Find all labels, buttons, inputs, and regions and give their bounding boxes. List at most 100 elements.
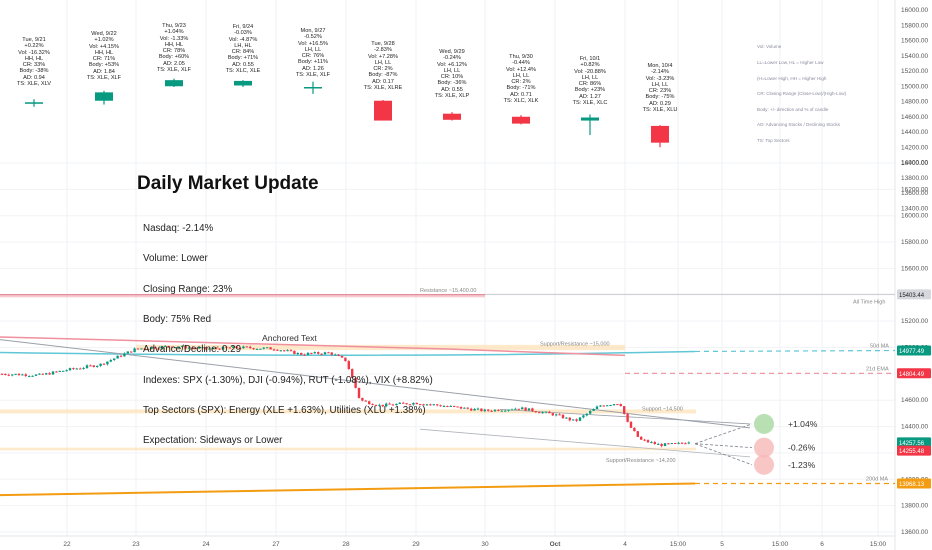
y-tick-label: 14400.00: [901, 129, 928, 136]
daily-card-line: TS: XLE, XLC: [572, 100, 608, 107]
daily-card-line: TS: XLE, XLP: [434, 93, 470, 100]
y-tick-label: 16400.00: [901, 160, 928, 167]
intraday-candle: [327, 352, 330, 354]
intraday-candle: [17, 373, 21, 376]
price-label-bg: [897, 437, 931, 448]
daily-card-line: Thu, 9/23: [162, 23, 186, 29]
x-tick-label: 29: [412, 541, 420, 548]
intraday-candle: [374, 404, 378, 406]
intraday-candle: [208, 348, 211, 350]
intraday-candle: [85, 365, 89, 368]
summary-line: Expectation: Sideways or Lower: [143, 435, 283, 447]
intraday-candle: [289, 350, 293, 352]
intraday-candle: [429, 404, 432, 406]
price-label: 15403.44: [899, 293, 925, 299]
intraday-candle: [347, 361, 350, 370]
ma200-label: 200d MA: [866, 477, 888, 483]
intraday-candle: [252, 348, 255, 350]
daily-card-line: Body: -75%: [645, 94, 675, 101]
intraday-candle: [466, 407, 469, 409]
x-tick-label: 22: [63, 541, 71, 548]
daily-card-line: CR: 2%: [511, 79, 531, 86]
daily-card-line: Tue, 9/21: [22, 37, 46, 43]
daily-card: Thu, 9/23 +1.04% Vol: -1.33% HH, HL CR: 78% B…: [144, 23, 204, 73]
intraday-candle: [242, 346, 245, 349]
intraday-candle: [473, 408, 476, 411]
intraday-candle: [578, 417, 582, 421]
daily-card-line: AD: 0.71: [510, 91, 532, 98]
chart-title: Daily Market Update: [137, 173, 319, 194]
price-label-bg: [897, 478, 931, 489]
intraday-candle: [595, 406, 599, 409]
intraday-candle: [470, 408, 473, 411]
intraday-candle: [313, 352, 316, 354]
daily-card-line: TS: XLE, XLRE: [363, 85, 403, 92]
daily-card-line: TS: XLE, XLF: [86, 75, 122, 82]
intraday-candle: [643, 439, 646, 441]
intraday-candle: [140, 348, 143, 350]
y-tick-label: 14600.00: [901, 114, 928, 121]
intraday-candle: [174, 347, 177, 349]
daily-card-line: LH, LL: [512, 72, 530, 79]
daily-card-line: -2.83%: [374, 47, 392, 54]
intraday-candle: [62, 370, 65, 372]
daily-card-line: Vol: +4.15%: [88, 43, 119, 50]
intraday-candle: [493, 409, 497, 412]
intraday-candle: [514, 408, 517, 410]
daily-card-line: AD: 1.27: [579, 93, 601, 100]
intraday-candle: [663, 443, 667, 447]
intraday-candle: [150, 347, 153, 349]
y-tick-label: 16000.00: [901, 7, 928, 14]
intraday-candle: [388, 403, 391, 405]
intraday-candle: [136, 348, 140, 350]
intraday-candle: [21, 374, 24, 376]
summary-line: Closing Range: 23%: [143, 283, 233, 295]
y-tick-label: 15400.00: [901, 53, 928, 60]
daily-card-line: HH, HL: [24, 55, 44, 62]
legend-line: Body: +/- direction and % of candle: [757, 106, 829, 112]
intraday-candle: [228, 347, 231, 349]
support-14500-label: Support ~14,500: [642, 406, 683, 412]
legend-line: (H=Lower High, HH = Higher High: [757, 75, 827, 81]
intraday-candle: [670, 443, 673, 445]
daily-card-line: AD: 0.94: [23, 74, 45, 81]
intraday-candle: [344, 357, 347, 362]
daily-card-line: TS: XLC, XLE: [225, 68, 261, 75]
summary-line: Top Sectors (SPX): Energy (XLE +1.63%), …: [143, 404, 426, 416]
intraday-candle: [415, 402, 418, 405]
daily-card-line: Vol: +7.28%: [367, 53, 398, 60]
projection-bubble: [754, 437, 774, 458]
intraday-candle: [677, 442, 680, 444]
intraday-candle: [79, 368, 82, 370]
daily-card-line: Body: -38%: [19, 68, 49, 75]
intraday-candle: [11, 374, 14, 376]
intraday-candle: [181, 345, 184, 348]
intraday-candle: [323, 352, 327, 355]
intraday-candle: [378, 404, 381, 406]
daily-card-line: AD: 0.55: [441, 86, 463, 93]
y-tick-label: 16200.00: [901, 186, 928, 193]
intraday-candle: [194, 347, 197, 349]
intraday-candle: [272, 349, 276, 351]
daily-card: Mon, 9/27 -0.52% Vol: +16.5% LH, LL CR: 76% B…: [283, 28, 343, 78]
y-tick-label: 14800.00: [901, 99, 928, 106]
intraday-candle: [232, 346, 235, 348]
intraday-candle: [116, 355, 119, 359]
intraday-candle: [99, 363, 102, 366]
legend-line: AD: Advancing Stocks / Declining Stocks: [757, 122, 840, 128]
intraday-candle: [422, 404, 425, 406]
intraday-candle: [653, 442, 656, 444]
y-tick-label: 15200.00: [901, 318, 928, 325]
daily-card-line: Wed, 9/29: [439, 49, 465, 55]
intraday-candle: [395, 403, 398, 406]
daily-candle: [165, 80, 183, 87]
intraday-candle: [582, 415, 585, 418]
intraday-candle: [602, 405, 605, 407]
intraday-candle: [330, 352, 333, 355]
intraday-candle: [432, 404, 435, 406]
daily-card-line: HH, HL: [94, 49, 114, 56]
intraday-candle: [55, 371, 58, 373]
intraday-candle: [34, 374, 38, 376]
daily-card-line: CR: 23%: [648, 88, 672, 95]
